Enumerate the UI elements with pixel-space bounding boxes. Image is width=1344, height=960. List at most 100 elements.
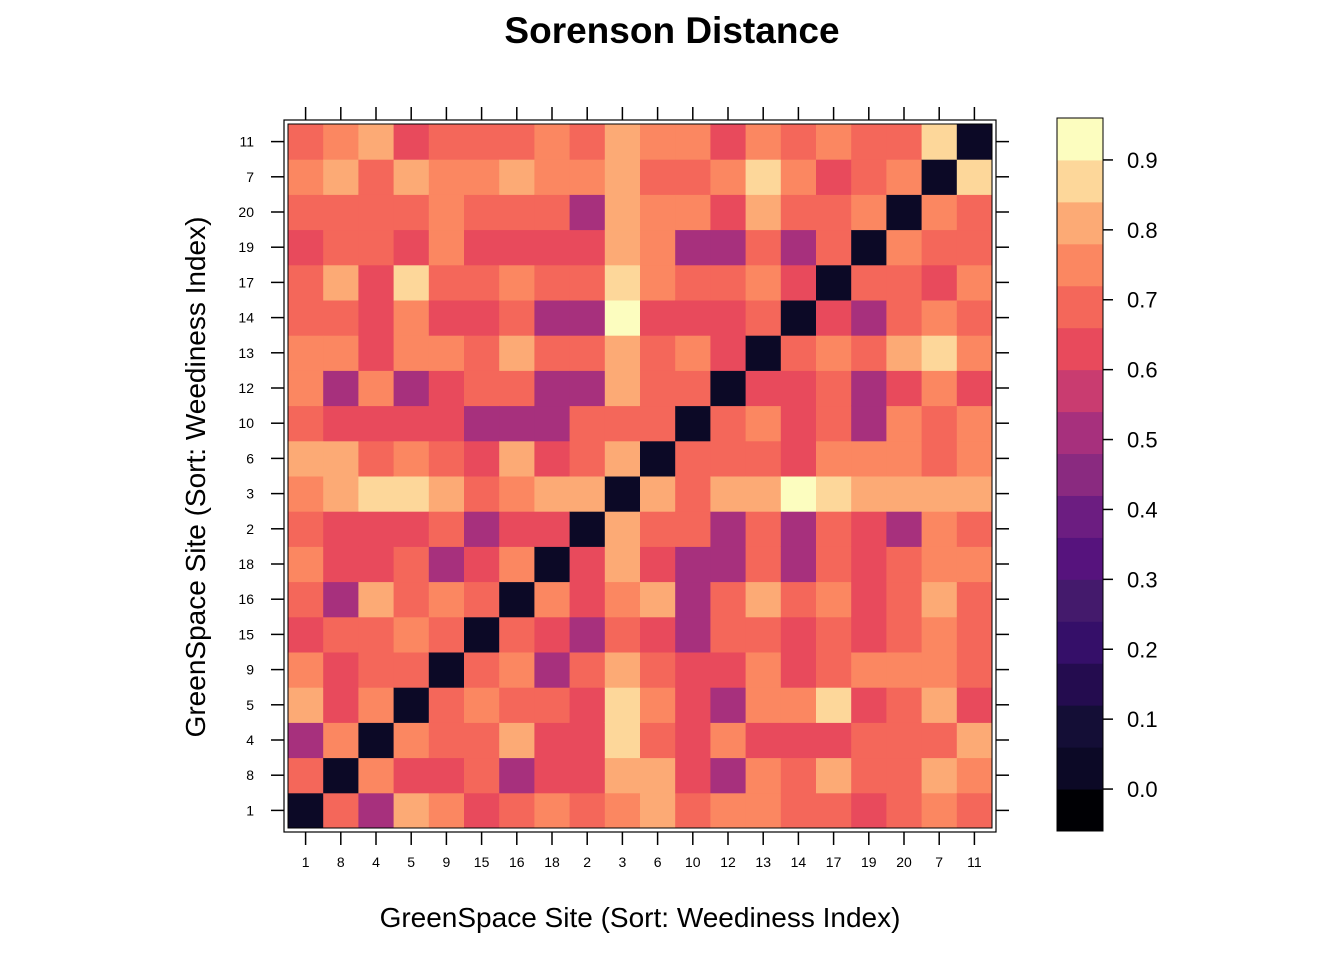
heatmap-cell	[323, 616, 359, 653]
x-tick-label: 9	[443, 854, 451, 870]
heatmap-cell	[710, 476, 747, 512]
heatmap-cell	[499, 194, 535, 231]
heatmap-cell	[464, 300, 500, 336]
x-tick-label: 16	[509, 854, 525, 870]
heatmap-cell	[851, 546, 887, 583]
heatmap-cell	[710, 335, 747, 371]
heatmap-cell	[323, 757, 359, 794]
heatmap-cell	[569, 581, 606, 618]
color-key-swatch	[1057, 621, 1103, 664]
y-tick-label: 20	[238, 204, 254, 220]
heatmap-cell	[780, 581, 817, 618]
heatmap-cell	[780, 546, 817, 583]
heatmap-cell	[640, 687, 676, 723]
y-tick-label: 12	[238, 380, 254, 396]
heatmap-cell	[886, 652, 923, 688]
heatmap-cell	[851, 792, 887, 829]
heatmap-cell	[956, 194, 993, 231]
heatmap-cell	[886, 300, 923, 336]
heatmap-cell	[745, 264, 782, 301]
heatmap-cell	[464, 370, 500, 407]
heatmap-cell	[428, 476, 465, 512]
heatmap-cell	[534, 264, 571, 301]
heatmap-cell	[534, 652, 571, 688]
heatmap-cell	[323, 229, 359, 266]
heatmap-cell	[393, 511, 430, 547]
heatmap-cell	[675, 581, 711, 618]
heatmap-cell	[745, 370, 782, 407]
heatmap-cell	[780, 194, 817, 231]
heatmap-cell	[323, 300, 359, 336]
heatmap-cell	[323, 687, 359, 723]
heatmap-cell	[323, 476, 359, 512]
y-tick-label: 18	[238, 556, 254, 572]
heatmap-cell	[393, 300, 430, 336]
heatmap-cell	[640, 546, 676, 583]
heatmap-cell	[428, 616, 465, 653]
heatmap-cell	[710, 370, 747, 407]
heatmap-cell	[675, 722, 711, 759]
plot-panel-border	[287, 123, 993, 829]
heatmap-cell	[358, 159, 395, 195]
heatmap-cell	[604, 264, 641, 301]
y-tick-label: 5	[246, 697, 254, 713]
heatmap-cell	[816, 405, 852, 442]
heatmap-cell	[816, 511, 852, 547]
x-tick-label: 3	[619, 854, 627, 870]
heatmap-cell	[604, 792, 641, 829]
heatmap-cell	[604, 159, 641, 195]
heatmap-cell	[604, 687, 641, 723]
heatmap-cell	[956, 264, 993, 301]
heatmap-cell	[288, 335, 324, 371]
heatmap-cell	[886, 194, 923, 231]
color-key-tick-label: 0.6	[1127, 358, 1158, 383]
heatmap-cell	[886, 440, 923, 477]
heatmap-cell	[288, 194, 324, 231]
heatmap-cell	[358, 264, 395, 301]
heatmap-cell	[358, 194, 395, 231]
heatmap-cell	[288, 616, 324, 653]
heatmap-cell	[780, 264, 817, 301]
heatmap-cell	[640, 124, 676, 160]
heatmap-cell	[851, 405, 887, 442]
heatmap-cell	[288, 722, 324, 759]
color-key-swatch	[1057, 411, 1103, 455]
heatmap-cell	[569, 687, 606, 723]
heatmap-cell	[393, 335, 430, 371]
heatmap-cell	[745, 159, 782, 195]
heatmap-cell	[288, 687, 324, 723]
heatmap-cell	[816, 792, 852, 829]
heatmap-cell	[816, 335, 852, 371]
heatmap-cell	[816, 194, 852, 231]
heatmap-cell	[569, 757, 606, 794]
color-key-tick-label: 0.1	[1127, 707, 1158, 732]
heatmap-cell	[710, 511, 747, 547]
heatmap-cell	[886, 511, 923, 547]
heatmap-cell	[428, 652, 465, 688]
heatmap-cell	[428, 194, 465, 231]
y-tick-label: 7	[246, 169, 254, 185]
heatmap-cell	[956, 616, 993, 653]
heatmap-cell	[499, 511, 535, 547]
x-tick-label: 13	[755, 854, 771, 870]
heatmap-cell	[534, 581, 571, 618]
heatmap-cell	[569, 229, 606, 266]
heatmap-cell	[745, 300, 782, 336]
y-tick-label: 13	[238, 345, 254, 361]
heatmap-cell	[745, 546, 782, 583]
heatmap-cell	[886, 792, 923, 829]
heatmap-cell	[499, 300, 535, 336]
heatmap-cell	[851, 300, 887, 336]
heatmap-cell	[710, 264, 747, 301]
heatmap-cell	[358, 511, 395, 547]
heatmap-cell	[816, 159, 852, 195]
heatmap-cell	[675, 229, 711, 266]
heatmap-cell	[534, 792, 571, 829]
heatmap-cell	[780, 616, 817, 653]
heatmap-cell	[710, 722, 747, 759]
heatmap-cell	[780, 757, 817, 794]
heatmap-cell	[569, 300, 606, 336]
heatmap-cell	[675, 757, 711, 794]
heatmap-cell	[393, 405, 430, 442]
heatmap-cell	[780, 370, 817, 407]
